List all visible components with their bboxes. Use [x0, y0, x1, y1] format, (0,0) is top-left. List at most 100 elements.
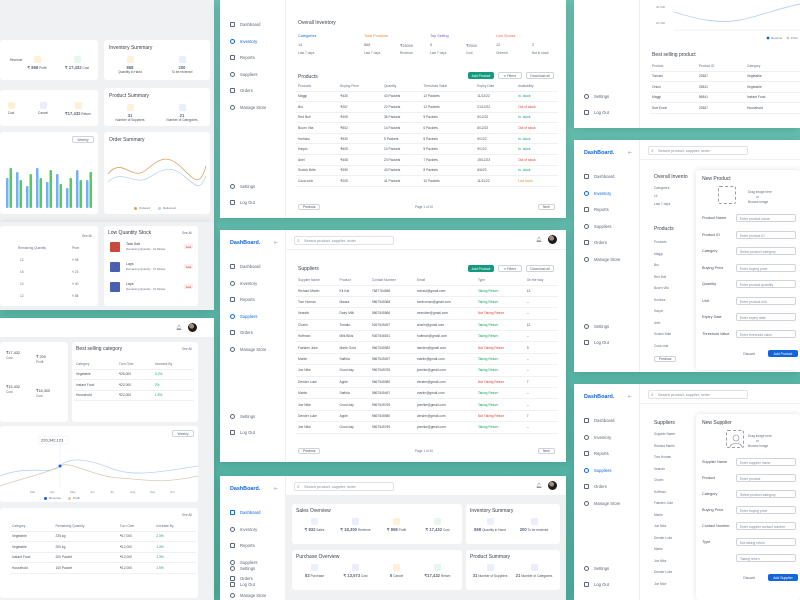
nav-inventory[interactable]: Inventory [230, 526, 257, 532]
nav-orders[interactable]: Orders [230, 576, 253, 581]
brand-logo[interactable]: DashBoard. [584, 394, 615, 400]
avatar[interactable] [548, 481, 557, 490]
table-row[interactable]: Harpic ₹605 10 Packets 5 Packets 9/1/23 In- s… [296, 143, 558, 156]
search-input[interactable]: Search product, supplier, order [648, 146, 748, 155]
table-row[interactable]: Dender Luke Apple 9667545980 dender@gmail.c… [296, 376, 558, 389]
nav-logout[interactable]: Log Out [584, 582, 609, 587]
table-row[interactable]: Charin Tomato 9267545457 charin@gmail.com Ta… [296, 319, 558, 332]
brand-logo[interactable]: DashBoard. [584, 150, 615, 156]
nav-reports[interactable]: Reports [230, 297, 255, 302]
table-row[interactable]: Joe Nike Good day 9567545769 joenike@gmail.… [296, 398, 558, 411]
collapse-icon[interactable]: ⇤ [274, 240, 279, 246]
previous-button[interactable]: Previous [298, 448, 321, 454]
table-row[interactable]: Joe Nike Good day 9567545769 joenike@gmail.… [296, 364, 558, 377]
nav-settings[interactable]: Settings [230, 566, 255, 571]
table-row[interactable]: Fainden Juke Marie Gold 9667545982 fainden@… [296, 341, 558, 354]
add-product-button[interactable]: Add Product [768, 350, 798, 357]
form-input[interactable]: Select product category [736, 490, 796, 498]
avatar[interactable] [548, 235, 557, 244]
nav-orders[interactable]: Orders [230, 330, 253, 335]
table-row[interactable]: Martin Saffola 9867545457 martin@gmail.com T… [296, 387, 558, 400]
nav-manage-store[interactable]: Manage Store [230, 104, 266, 110]
table-row[interactable]: Dender Luke Apple 9667545980 dender@gmail.c… [296, 410, 558, 423]
nav-suppliers[interactable]: Suppliers [584, 467, 611, 473]
brand-logo[interactable]: DashBoard. [230, 240, 261, 246]
image-dropzone[interactable] [718, 186, 736, 204]
nav-settings[interactable]: Settings [584, 324, 609, 329]
form-input[interactable]: Enter expiry date [736, 313, 796, 321]
table-row[interactable]: Ariel ₹408 23 Packets 7 Packets 15/12/23 Out … [296, 154, 558, 166]
form-input[interactable]: Enter product unit [736, 296, 796, 305]
nav-orders[interactable]: Orders [584, 240, 607, 245]
nav-settings[interactable]: Settings [584, 566, 609, 571]
weekly-dropdown[interactable]: Weekly [172, 430, 194, 437]
table-row[interactable]: Bourn Vita ₹502 14 Packets 6 Packets 8/12/22… [296, 122, 558, 134]
add-supplier-button[interactable]: Add Supplier [768, 574, 798, 581]
nav-logout[interactable]: Log Out [584, 340, 609, 345]
nav-reports[interactable]: Reports [230, 543, 255, 548]
table-row[interactable]: Joe Nike Good day 9567545769 joenike@gmail.… [296, 421, 558, 434]
table-row[interactable]: Bru ₹257 22 Packets 12 Packets 21/12/22 Out o… [296, 101, 558, 113]
nav-inventory[interactable]: Inventory [584, 190, 611, 196]
nav-inventory[interactable]: Inventory [230, 280, 257, 286]
table-row[interactable]: Coca cola ₹205 41 Packets 10 Packets 11/11/2… [296, 175, 558, 187]
download-all-button[interactable]: Download all [526, 72, 554, 79]
next-button[interactable]: Next [538, 448, 555, 454]
download-all-button[interactable]: Download all [526, 265, 554, 272]
form-input[interactable]: Enter buying price [736, 263, 796, 272]
nav-suppliers[interactable]: Suppliers [230, 559, 257, 565]
nav-orders[interactable]: Orders [230, 88, 253, 93]
form-input[interactable]: Enter product [736, 474, 796, 482]
nav-logout[interactable]: Log Out [230, 582, 255, 587]
see-all-link[interactable]: See All [182, 231, 192, 235]
table-row[interactable]: Maggi ₹430 43 Packets 12 Packets 11/12/22 In-… [296, 91, 558, 103]
browse-image-link[interactable]: Browse image [748, 444, 769, 448]
see-all-link[interactable]: See All [182, 513, 192, 517]
bell-icon[interactable]: 🔔︎ [176, 325, 183, 331]
add-product-button[interactable]: Add Product [468, 72, 494, 79]
table-row[interactable]: Richard Martin Kit Kat 7687764556 richard@g… [296, 285, 558, 297]
table-row[interactable]: Martin Saffola 9867545457 martin@gmail.com T… [296, 353, 558, 366]
form-input[interactable]: Enter supplier contact number [736, 522, 796, 530]
nav-manage-store[interactable]: Manage Store [230, 592, 266, 598]
form-input[interactable]: Not taking return [736, 538, 796, 546]
nav-dashboard[interactable]: Dashboard [230, 22, 261, 27]
nav-manage-store[interactable]: Manage Store [584, 256, 620, 262]
form-input[interactable]: Enter threshold value [736, 329, 796, 338]
nav-logout[interactable]: Log Out [584, 110, 609, 115]
form-input[interactable]: Enter product name [736, 214, 796, 222]
nav-suppliers[interactable]: Suppliers [230, 71, 257, 77]
form-input[interactable]: Enter buying price [736, 506, 796, 514]
table-row[interactable]: Red Bull ₹405 36 Packets 9 Packets 5/12/22 In… [296, 112, 558, 124]
nav-logout[interactable]: Log Out [230, 200, 255, 205]
form-input[interactable]: Taking return [736, 554, 796, 562]
form-input[interactable]: Select product category [736, 247, 796, 255]
collapse-icon[interactable]: ⇤ [628, 150, 633, 156]
table-row[interactable]: Scotch Brite ₹359 43 Packets 8 Packets 6/6/2… [296, 165, 558, 177]
filters-button[interactable]: ≡ Filters [498, 265, 522, 272]
nav-settings[interactable]: Settings [230, 184, 255, 189]
form-input[interactable]: Enter product quantity [736, 280, 796, 288]
nav-manage-store[interactable]: Manage Store [584, 500, 620, 506]
nav-reports[interactable]: Reports [584, 207, 609, 212]
weekly-dropdown[interactable]: Weekly [72, 136, 94, 143]
nav-settings[interactable]: Settings [230, 414, 255, 419]
table-row[interactable]: Horlicks ₹530 5 Packets 5 Packets 9/1/23 In- … [296, 133, 558, 145]
nav-orders[interactable]: Orders [584, 484, 607, 489]
table-row[interactable]: Veandir Dairy Milk 9867545566 veandier@gmai… [296, 307, 558, 320]
previous-button[interactable]: Previous [654, 356, 677, 362]
nav-logout[interactable]: Log Out [230, 430, 255, 435]
table-row[interactable]: Tom Homan Maaza 9867545368 tomhoman@gmail.c… [296, 296, 558, 309]
nav-suppliers[interactable]: Suppliers [584, 223, 611, 229]
bell-icon[interactable]: 🔔︎ [536, 237, 543, 243]
brand-logo[interactable]: DashBoard. [230, 486, 261, 492]
nav-manage-store[interactable]: Manage Store [230, 346, 266, 352]
search-input[interactable]: Search product, supplier, order [294, 236, 394, 245]
form-input[interactable]: Enter supplier name [736, 458, 796, 466]
add-product-button[interactable]: Add Product [468, 265, 494, 272]
browse-image-link[interactable]: Browse image [748, 200, 769, 204]
discard-button[interactable]: Discard [736, 574, 762, 581]
next-button[interactable]: Next [538, 204, 555, 210]
search-input[interactable]: Search product, supplier, order [294, 482, 394, 491]
nav-reports[interactable]: Reports [230, 55, 255, 60]
